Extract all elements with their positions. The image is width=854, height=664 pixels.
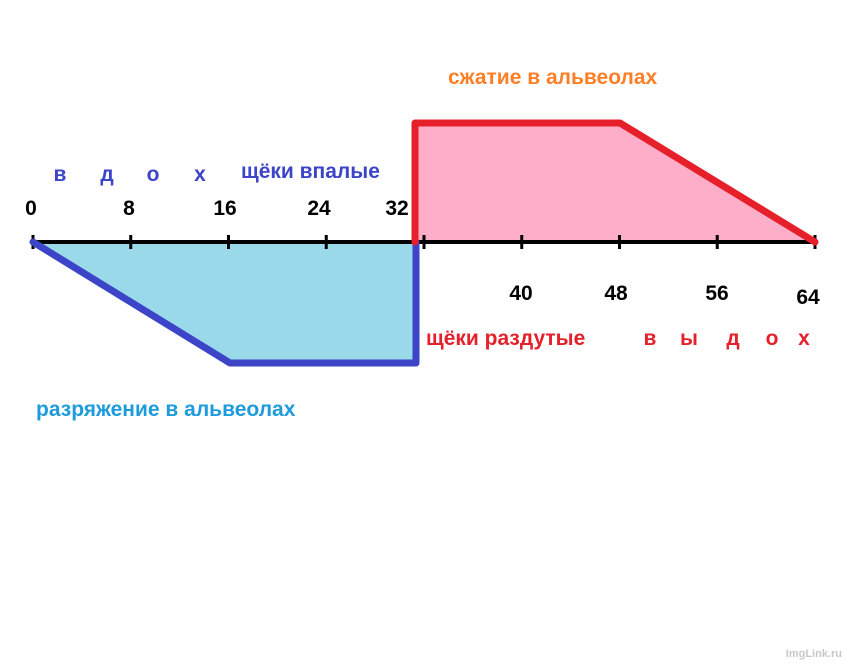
inhale-letter: о <box>147 163 160 186</box>
exhale-letter: д <box>726 327 739 350</box>
tick-label-48: 48 <box>604 282 628 305</box>
watermark-text: ImgLink.ru <box>786 648 842 660</box>
tick-label-0: 0 <box>25 197 37 220</box>
axis-tick-marks <box>31 235 817 249</box>
exhale-area-fill <box>415 123 815 242</box>
inhale-word: в д о х <box>54 163 207 186</box>
tick-label-24: 24 <box>307 197 331 220</box>
inhale-letter: х <box>194 163 206 186</box>
exhale-letter: х <box>798 327 810 350</box>
inhale-letter: в <box>54 163 67 186</box>
exhale-letter: о <box>766 327 779 350</box>
compression-label: сжатие в альвеолах <box>448 66 658 89</box>
exhale-outline <box>411 119 819 246</box>
tick-label-32: 32 <box>385 197 408 220</box>
inhale-outline <box>29 238 420 367</box>
inhale-area-fill <box>33 242 416 363</box>
tick-label-56: 56 <box>705 282 728 305</box>
exhale-word: в ы д о х <box>644 327 811 350</box>
rarefaction-label: разряжение в альвеолах <box>36 398 296 421</box>
cheeks-sunken-label: щёки впалые <box>241 160 380 183</box>
inhale-letter: д <box>100 163 113 186</box>
exhale-letter: в <box>644 327 657 350</box>
tick-label-16: 16 <box>213 197 236 220</box>
tick-label-8: 8 <box>123 197 135 220</box>
tick-label-64: 64 <box>796 286 820 309</box>
tick-label-40: 40 <box>509 282 532 305</box>
cheeks-puffed-label: щёки раздутые <box>426 327 585 350</box>
exhale-letter: ы <box>680 327 698 350</box>
